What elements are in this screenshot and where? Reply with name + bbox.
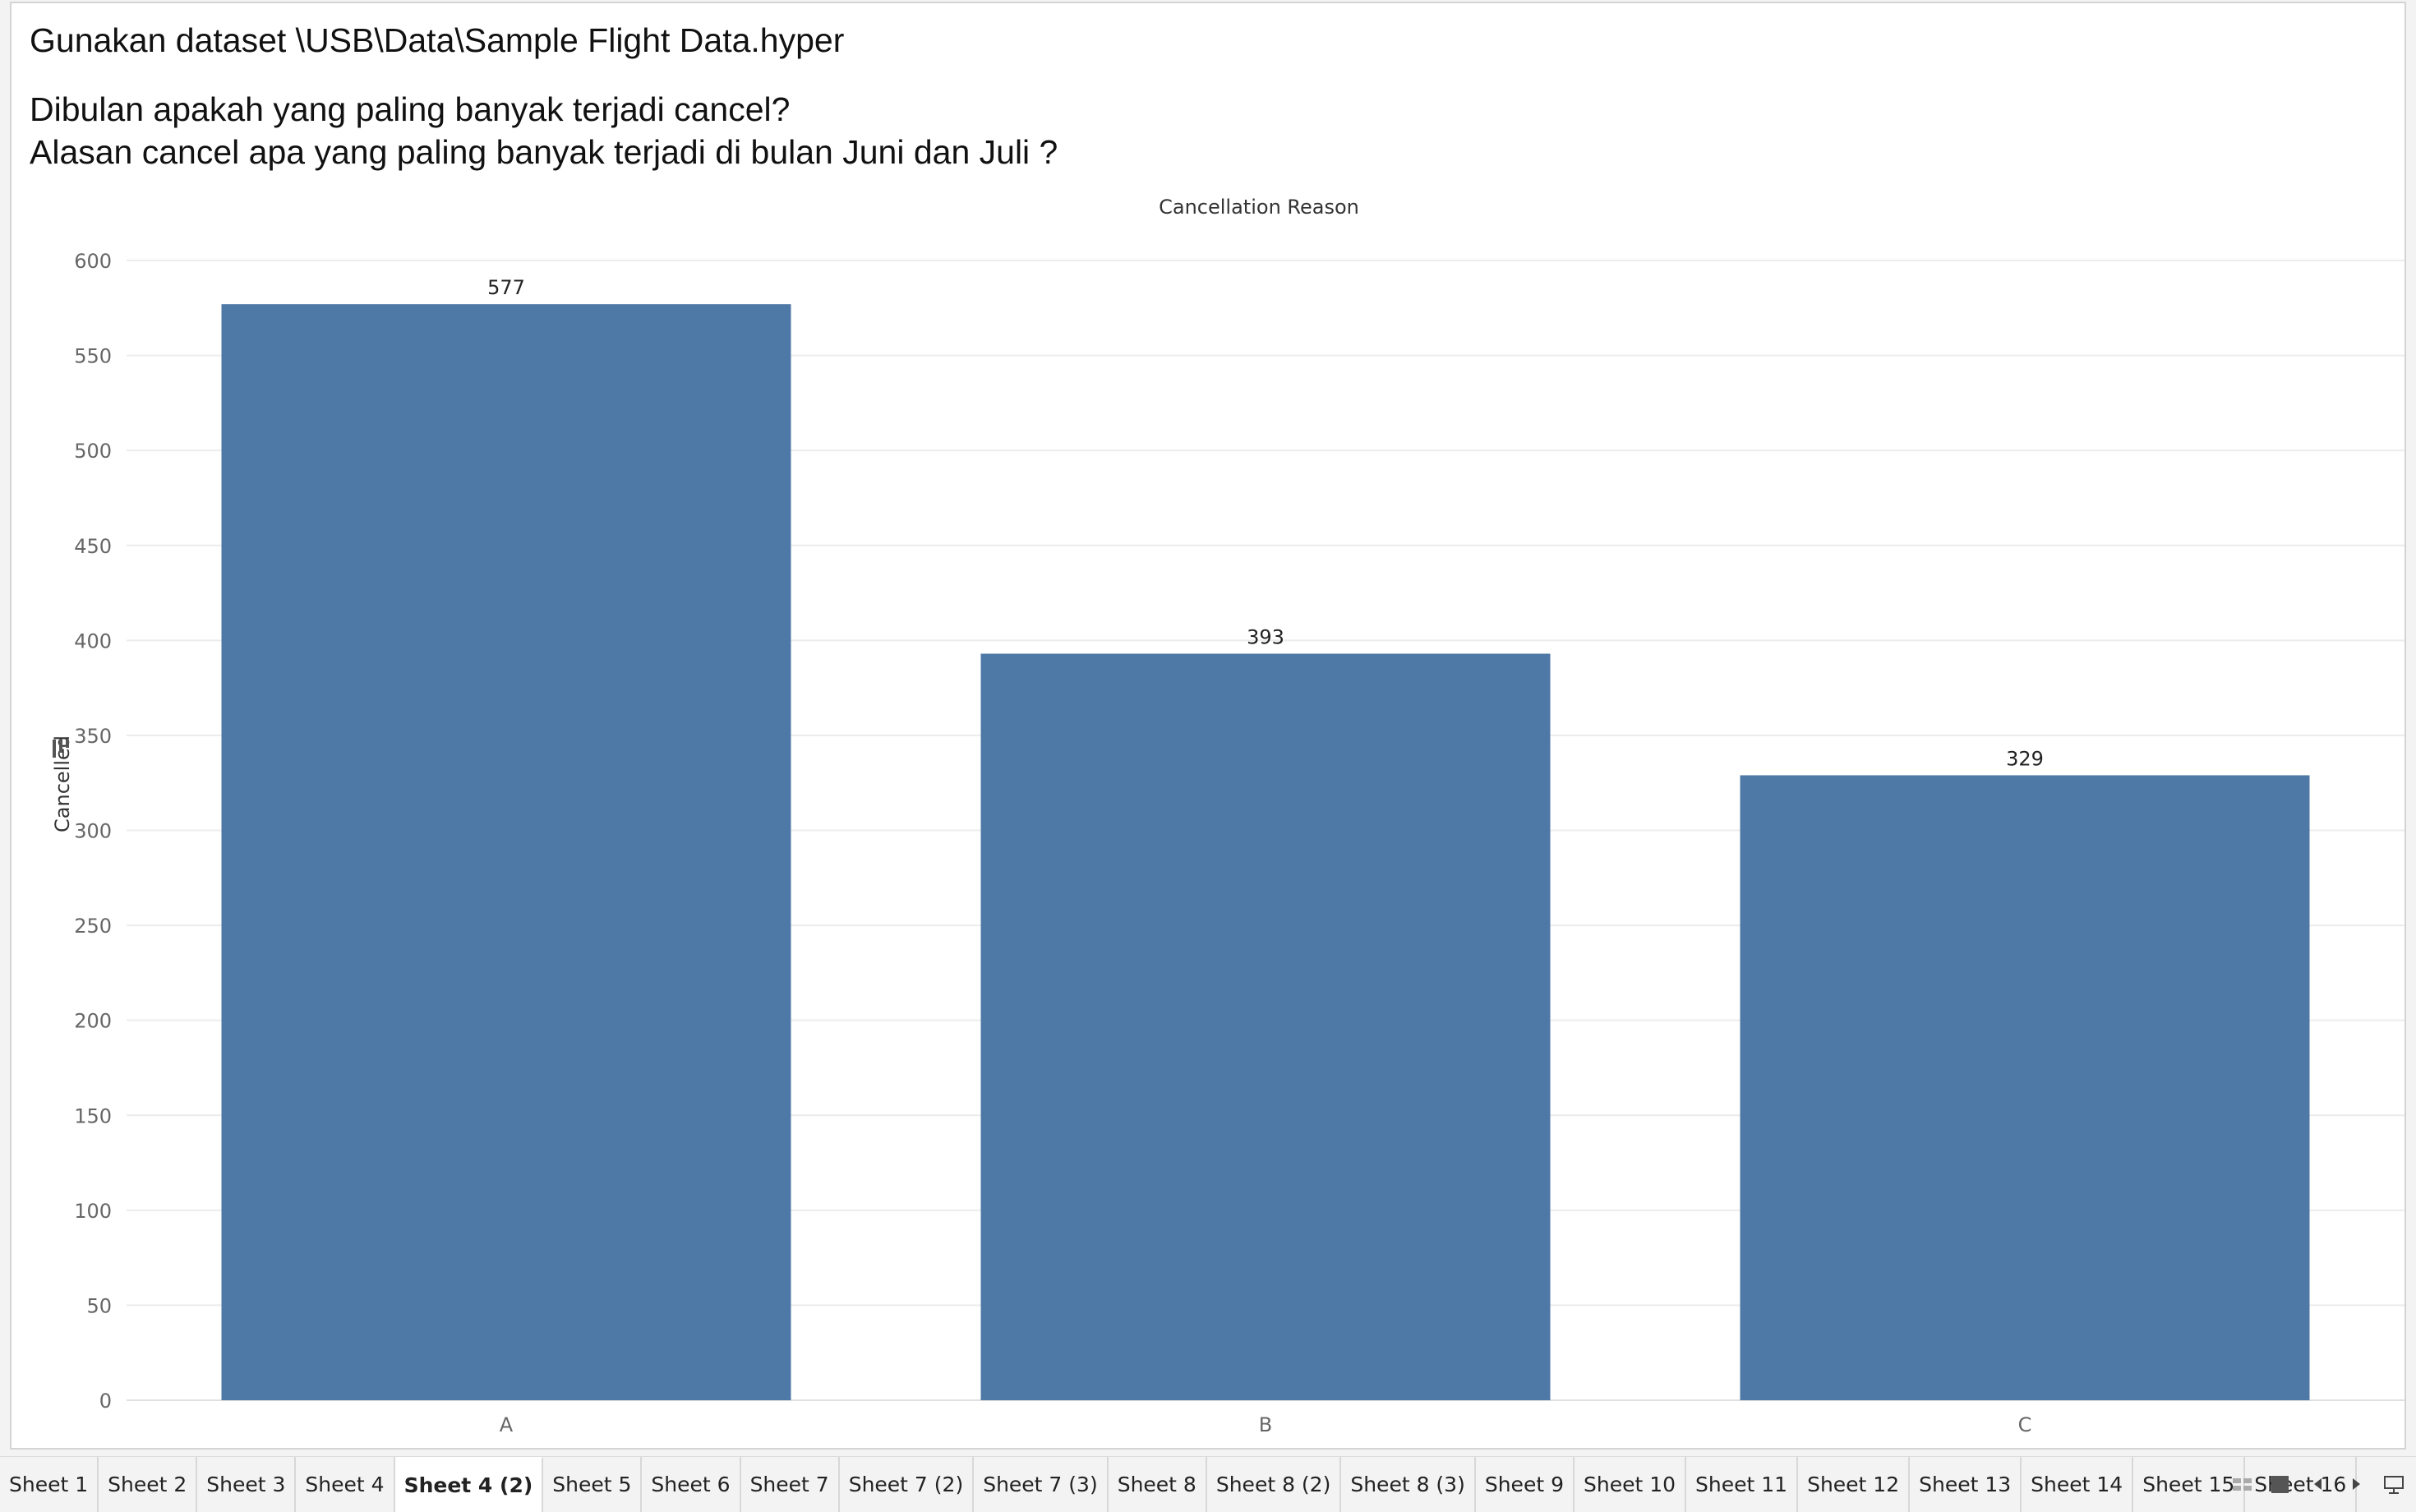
caption-line-2: Dibulan apakah yang paling banyak terjad… bbox=[30, 90, 791, 128]
scroll-left-icon[interactable] bbox=[2308, 1473, 2329, 1495]
sheet-tab[interactable]: Sheet 1 bbox=[0, 1457, 99, 1512]
tab-controls bbox=[2232, 1456, 2411, 1512]
sort-descending-icon[interactable] bbox=[53, 740, 69, 758]
sheet-tab[interactable]: Sheet 4 (2) bbox=[394, 1457, 544, 1512]
x-tick-label: B bbox=[1259, 1413, 1272, 1436]
y-tick-label: 100 bbox=[74, 1200, 112, 1223]
sheet-tab[interactable]: Sheet 11 bbox=[1686, 1457, 1799, 1512]
caption-line-1: Gunakan dataset \USB\Data\Sample Flight … bbox=[30, 21, 845, 59]
chart-title: Cancellation Reason bbox=[1159, 196, 1359, 219]
sheet-tab[interactable]: Sheet 8 (3) bbox=[1341, 1457, 1476, 1512]
sheet-tab[interactable]: Sheet 6 bbox=[642, 1457, 741, 1512]
caption-line-3: Alasan cancel apa yang paling banyak ter… bbox=[30, 133, 1058, 171]
y-tick-label: 200 bbox=[74, 1010, 112, 1033]
x-tick-label: A bbox=[500, 1413, 514, 1436]
y-tick-label: 150 bbox=[74, 1104, 112, 1127]
bar-data-label: 329 bbox=[2006, 747, 2044, 770]
y-tick-label: 450 bbox=[74, 535, 112, 558]
bar-chart: Cancellation Reason Cancelled 0501001502… bbox=[51, 196, 2404, 1436]
sheet-tab[interactable]: Sheet 10 bbox=[1574, 1457, 1687, 1512]
x-tick-label: C bbox=[2018, 1413, 2032, 1436]
sheet-tab[interactable]: Sheet 7 (3) bbox=[974, 1457, 1109, 1512]
sheet-tab[interactable]: Sheet 5 bbox=[543, 1457, 643, 1512]
y-tick-label: 350 bbox=[74, 725, 112, 748]
y-tick-label: 250 bbox=[74, 915, 112, 938]
sheet-tab[interactable]: Sheet 8 bbox=[1108, 1457, 1207, 1512]
presentation-mode-icon[interactable] bbox=[2383, 1473, 2404, 1495]
y-tick-label: 600 bbox=[74, 250, 112, 273]
y-tick-label: 550 bbox=[74, 345, 112, 368]
bar-data-label: 577 bbox=[487, 276, 525, 299]
bar-A[interactable] bbox=[221, 304, 791, 1400]
sheet-tab[interactable]: Sheet 15 bbox=[2133, 1457, 2246, 1512]
scroll-right-icon[interactable] bbox=[2345, 1473, 2367, 1495]
show-filmstrip-icon[interactable] bbox=[2232, 1473, 2253, 1495]
worksheet-canvas: Gunakan dataset \USB\Data\Sample Flight … bbox=[10, 2, 2406, 1450]
sheet-tab[interactable]: Sheet 7 (2) bbox=[839, 1457, 975, 1512]
y-tick-label: 500 bbox=[74, 440, 112, 463]
sheet-tab[interactable]: Sheet 12 bbox=[1798, 1457, 1911, 1512]
y-tick-label: 50 bbox=[86, 1294, 112, 1317]
sheet-tab[interactable]: Sheet 9 bbox=[1475, 1457, 1575, 1512]
bar-B[interactable] bbox=[980, 653, 1551, 1400]
sheet-tab[interactable]: Sheet 7 bbox=[740, 1457, 840, 1512]
sheet-tab-bar: Sheet 1 Sheet 2 Sheet 3 Sheet 4 Sheet 4 (2) S… bbox=[0, 1456, 2416, 1512]
y-tick-label: 300 bbox=[74, 820, 112, 843]
sheet-tab[interactable]: Sheet 4 bbox=[296, 1457, 395, 1512]
sheet-tab[interactable]: Sheet 2 bbox=[99, 1457, 198, 1512]
bar-C[interactable] bbox=[1740, 775, 2310, 1400]
y-tick-label: 400 bbox=[74, 629, 112, 652]
bar-data-label: 393 bbox=[1247, 626, 1284, 649]
sheet-tab[interactable]: Sheet 8 (2) bbox=[1206, 1457, 1342, 1512]
sheet-tab[interactable]: Sheet 13 bbox=[1910, 1457, 2022, 1512]
sheet-tab[interactable]: Sheet 14 bbox=[2022, 1457, 2134, 1512]
y-tick-label: 0 bbox=[99, 1390, 112, 1413]
show-tabs-icon[interactable] bbox=[2270, 1473, 2291, 1495]
sheet-tab[interactable]: Sheet 3 bbox=[197, 1457, 297, 1512]
